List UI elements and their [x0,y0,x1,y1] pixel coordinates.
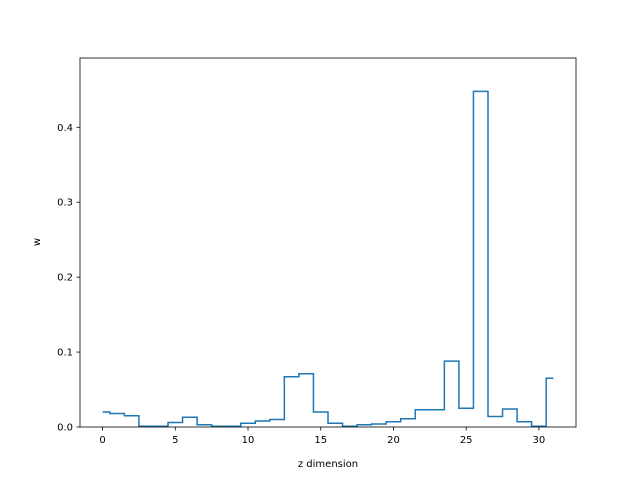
y-tick-label: 0.2 [57,273,73,284]
x-tick-label: 0 [99,435,105,446]
series-layer [102,90,554,427]
x-tick-label: 25 [460,435,473,446]
y-tick-label: 0.3 [57,198,73,209]
x-tick-label: 15 [314,435,327,446]
series-line [102,90,554,427]
y-axis-label: w [32,238,43,246]
x-tick-label: 10 [242,435,255,446]
x-axis-label: z dimension [298,459,358,470]
plot-area [80,58,576,427]
x-axis-ticks: 0 5 10 15 20 25 30 [99,427,545,446]
y-tick-label: 0.4 [57,123,73,134]
y-axis-ticks: 0.0 0.1 0.2 0.3 0.4 [57,123,80,434]
y-tick-label: 0.1 [57,348,73,359]
y-tick-label: 0.0 [57,423,73,434]
axes-frame [79,57,577,428]
x-tick-label: 30 [533,435,546,446]
x-tick-label: 5 [172,435,178,446]
x-tick-label: 20 [387,435,400,446]
